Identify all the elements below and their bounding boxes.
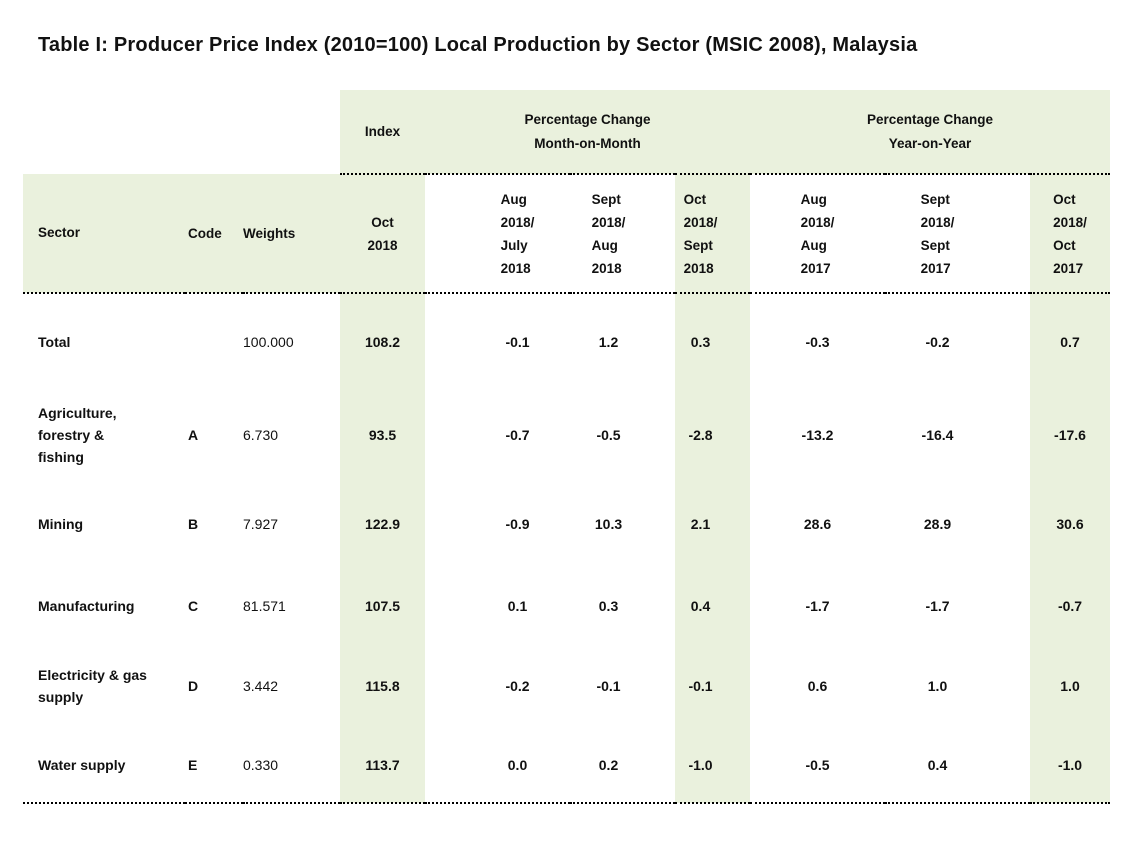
column-header-weights: Weights (243, 174, 340, 294)
yoy-oct-oct-cell: -0.7 (1030, 567, 1110, 645)
mom-oct-sept-cell: -1.0 (675, 727, 750, 804)
yoy-oct-oct-cell: 30.6 (1030, 480, 1110, 567)
code-cell: E (185, 727, 243, 804)
yoy-sept-sept-cell: -0.2 (925, 334, 950, 350)
mom-oct-sept-cell: 0.3 (675, 293, 750, 390)
yoy-aug-aug-cell: 28.6 (803, 515, 832, 532)
weights-cell: 3.442 (243, 678, 279, 694)
yoy-sept-sept-cell: 1.0 (927, 678, 948, 694)
column-header-label: Oct 2018/ Oct 2017 (1053, 191, 1087, 276)
yoy-sept-sept-cell: -1.7 (925, 598, 950, 614)
group-header-spacer (23, 90, 340, 174)
sector-cell: Manufacturing (38, 598, 135, 614)
code-cell (185, 293, 243, 390)
table-row-total: Total 100.000 108.2 -0.1 1.2 0.3 -0.3 -0… (23, 293, 1110, 390)
yoy-aug-aug-cell: -0.5 (750, 727, 885, 804)
weights-cell: 81.571 (243, 598, 286, 614)
code-cell: D (188, 678, 199, 694)
mom-aug-jul-cell: -0.9 (505, 515, 530, 532)
mom-aug-jul-cell: 0.1 (507, 598, 528, 614)
column-header-oct18-oct17: Oct 2018/ Oct 2017 (1030, 174, 1110, 294)
mom-oct-sept-cell: -0.1 (675, 645, 750, 727)
group-header-yoy: Percentage Change Year-on-Year (750, 90, 1110, 175)
sector-cell: Total (38, 334, 71, 350)
mom-aug-jul-cell: -0.2 (505, 678, 530, 694)
table-row-water-supply: Water supply E 0.330 113.7 0.0 0.2 -1.0 … (23, 727, 1110, 804)
group-header-mom: Percentage Change Month-on-Month (425, 90, 750, 175)
mom-aug-jul-cell: -0.1 (505, 334, 530, 350)
weights-cell: 0.330 (243, 727, 340, 804)
yoy-aug-aug-cell: 0.6 (807, 678, 828, 694)
mom-aug-jul-cell: -0.7 (505, 427, 530, 443)
weights-cell: 7.927 (243, 515, 279, 532)
table-row-agriculture: Agriculture, forestry & fishing A 6.730 … (23, 390, 1110, 480)
yoy-sept-sept-cell: -16.4 (921, 427, 954, 443)
table-row-mining: Mining B 7.927 122.9 -0.9 10.3 2.1 28.6 … (23, 480, 1110, 567)
mom-aug-jul-cell: 0.0 (425, 727, 570, 804)
code-cell: C (188, 598, 199, 614)
mom-sept-aug-cell: 10.3 (594, 515, 623, 532)
yoy-sept-sept-cell: 28.9 (923, 515, 952, 532)
yoy-sept-sept-cell: 0.4 (885, 727, 1030, 804)
column-header-label: Oct 2018/ Sept 2018 (683, 191, 718, 276)
sector-cell: Mining (38, 515, 84, 532)
group-header-row: Index Percentage Change Month-on-Month P… (23, 90, 1110, 175)
column-header-code: Code (185, 174, 243, 294)
column-header-oct18-sept18: Oct 2018/ Sept 2018 (675, 174, 750, 294)
mom-sept-aug-cell: 0.2 (570, 727, 675, 804)
column-header-label: Aug 2018/ July 2018 (500, 191, 535, 276)
yoy-aug-aug-cell: -0.3 (805, 334, 830, 350)
table-row-electricity-gas: Electricity & gas supply D 3.442 115.8 -… (23, 645, 1110, 727)
index-cell: 122.9 (340, 480, 425, 567)
mom-oct-sept-cell: 0.4 (675, 567, 750, 645)
weights-cell: 6.730 (243, 427, 279, 443)
yoy-aug-aug-cell: -13.2 (801, 427, 834, 443)
column-header-sector: Sector (23, 174, 185, 294)
mom-sept-aug-cell: 0.3 (598, 598, 619, 614)
mom-oct-sept-cell: 2.1 (675, 480, 750, 567)
weights-cell: 100.000 (243, 334, 294, 350)
index-cell: 93.5 (340, 390, 425, 480)
column-header-aug18-jul18: Aug 2018/ July 2018 (425, 174, 570, 294)
code-cell: B (188, 515, 199, 532)
column-header-label: Sept 2018/ Sept 2017 (920, 191, 955, 276)
column-header-aug18-aug17: Aug 2018/ Aug 2017 (750, 174, 885, 294)
column-header-label: Sept 2018/ Aug 2018 (591, 191, 626, 276)
yoy-oct-oct-cell: -1.0 (1030, 727, 1110, 804)
sector-cell: Electricity & gas supply (38, 667, 147, 705)
ppi-table: Index Percentage Change Month-on-Month P… (23, 90, 1110, 804)
table-row-manufacturing: Manufacturing C 81.571 107.5 0.1 0.3 0.4… (23, 567, 1110, 645)
index-cell: 115.8 (340, 645, 425, 727)
code-cell: A (188, 427, 199, 443)
mom-sept-aug-cell: -0.5 (596, 427, 621, 443)
mom-sept-aug-cell: 1.2 (598, 334, 619, 350)
group-header-index: Index (340, 90, 425, 175)
index-cell: 108.2 (340, 293, 425, 390)
index-cell: 113.7 (340, 727, 425, 804)
index-cell: 107.5 (340, 567, 425, 645)
mom-oct-sept-cell: -2.8 (675, 390, 750, 480)
yoy-oct-oct-cell: 1.0 (1030, 645, 1110, 727)
column-header-label: Aug 2018/ Aug 2017 (800, 191, 835, 276)
yoy-aug-aug-cell: -1.7 (805, 598, 830, 614)
mom-sept-aug-cell: -0.1 (596, 678, 621, 694)
column-header-sept18-sept17: Sept 2018/ Sept 2017 (885, 174, 1030, 294)
page-title: Table I: Producer Price Index (2010=100)… (38, 34, 918, 56)
yoy-oct-oct-cell: 0.7 (1030, 293, 1110, 390)
yoy-oct-oct-cell: -17.6 (1030, 390, 1110, 480)
column-header-row: Sector Code Weights Oct 2018 Aug 2018/ J… (23, 174, 1110, 294)
sector-cell: Agriculture, forestry & fishing (38, 405, 117, 465)
sector-cell: Water supply (23, 727, 185, 804)
column-header-sept18-aug18: Sept 2018/ Aug 2018 (570, 174, 675, 294)
column-header-oct-2018: Oct 2018 (340, 174, 425, 294)
